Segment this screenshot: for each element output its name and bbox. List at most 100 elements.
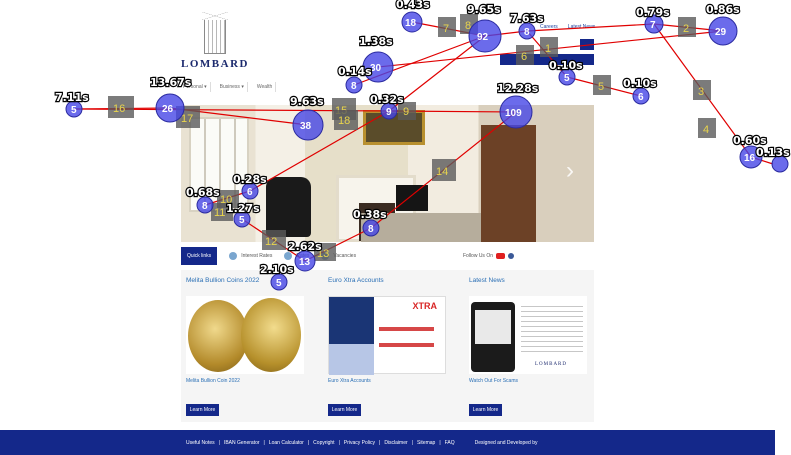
- footer: Useful Notes | IBAN Generator | Loan Calcu…: [0, 430, 775, 455]
- fixation-duration: 1.38s: [359, 35, 393, 48]
- quick-links-bar: Quick links Interest Rates Rates Vacanci…: [181, 247, 594, 265]
- fixation-count: 18: [405, 18, 417, 29]
- nav-personal[interactable]: Personal ▾: [180, 82, 211, 92]
- follow-label: Follow Us On: [462, 253, 493, 259]
- fixation-duration: 9.65s: [467, 3, 501, 16]
- fixation-count: 30: [370, 63, 382, 74]
- nav-latest-news[interactable]: Latest News: [567, 24, 596, 30]
- footer-link[interactable]: Privacy Policy: [343, 439, 376, 446]
- fixation-count: 29: [715, 27, 727, 38]
- saccade-line: [653, 23, 724, 32]
- fixation-count: 5: [71, 105, 77, 116]
- saccade-marker: [693, 80, 711, 100]
- logo-text: LOMBARD: [181, 58, 249, 70]
- euro-xtra-poster[interactable]: XTRA: [328, 296, 446, 375]
- fixation-circle: [644, 14, 664, 34]
- hero-monitor: [396, 185, 428, 211]
- promo-cards: Melita Bullion Coins 2022 Melita Bullion…: [181, 270, 594, 422]
- quick-link-vacancies[interactable]: Vacancies: [321, 252, 356, 260]
- fixation-circle: [518, 22, 536, 40]
- footer-link[interactable]: Useful Notes: [186, 439, 215, 446]
- saccade-line: [750, 156, 774, 165]
- saccade-label: 5: [598, 81, 604, 93]
- person-icon: [321, 252, 330, 260]
- xtra-logo: XTRA: [412, 301, 438, 311]
- poster-brand: LOMBARD: [535, 362, 568, 367]
- saccade-marker: [460, 14, 478, 34]
- hero-carousel[interactable]: ›: [181, 105, 594, 242]
- fixation-circle: [771, 155, 789, 173]
- scam-warning-image[interactable]: LOMBARD: [469, 296, 587, 374]
- card-title[interactable]: Euro Xtra Accounts: [328, 277, 384, 284]
- search-button[interactable]: [580, 39, 594, 50]
- card-caption[interactable]: Euro Xtra Accounts: [328, 378, 371, 384]
- fixation-circle: [155, 93, 185, 123]
- saccade-marker: [438, 17, 456, 37]
- nav-wealth[interactable]: Wealth: [254, 82, 277, 92]
- login-button[interactable]: [500, 54, 594, 65]
- bank-building-icon: [202, 12, 228, 54]
- footer-link[interactable]: Disclaimer: [384, 439, 408, 446]
- learn-more-button[interactable]: Learn More: [469, 404, 502, 416]
- learn-more-button[interactable]: Learn More: [186, 404, 219, 416]
- fixation-count: 7: [650, 20, 656, 31]
- main-nav: Personal ▾ Business ▾ Wealth: [180, 82, 277, 92]
- quick-link-label: Vacancies: [333, 253, 357, 259]
- fixation-circle: [345, 76, 363, 94]
- saccade-label: 2: [683, 23, 689, 35]
- coin-back: [241, 298, 301, 372]
- top-nav: Careers Latest News: [540, 24, 595, 30]
- fixation-count: 16: [744, 153, 756, 164]
- fixation-duration: 0.79s: [636, 6, 670, 19]
- percent-icon: [229, 252, 238, 260]
- learn-more-button[interactable]: Learn More: [328, 404, 361, 416]
- saccade-marker: [698, 118, 716, 138]
- fixation-duration: 0.14s: [338, 65, 372, 78]
- bullion-coins-image[interactable]: [186, 296, 304, 374]
- footer-link[interactable]: Copyright: [313, 439, 335, 446]
- card-caption[interactable]: Melita Bullion Coin 2022: [186, 378, 240, 384]
- facebook-icon[interactable]: [508, 253, 514, 259]
- card-title[interactable]: Melita Bullion Coins 2022: [186, 277, 260, 284]
- card-caption[interactable]: Watch Out For Scams: [469, 378, 518, 384]
- youtube-icon[interactable]: [496, 253, 505, 259]
- footer-sep: |: [439, 439, 441, 446]
- quick-links-label[interactable]: Quick links: [181, 247, 218, 265]
- lombard-logo[interactable]: LOMBARD: [180, 12, 250, 70]
- fixation-duration: 0.43s: [396, 0, 430, 11]
- saccade-label: 16: [113, 103, 125, 115]
- quick-link-interest-rates[interactable]: Interest Rates: [229, 252, 272, 260]
- saccade-line: [566, 76, 642, 97]
- fixation-circle: [401, 11, 423, 33]
- follow-us: Follow Us On: [463, 253, 514, 259]
- saccade-label: 3: [698, 86, 704, 98]
- exchange-icon: [284, 252, 293, 260]
- saccade-label: 4: [703, 124, 709, 136]
- nav-careers[interactable]: Careers: [540, 24, 558, 30]
- carousel-next-icon[interactable]: ›: [566, 157, 574, 184]
- saccade-marker: [678, 17, 696, 37]
- hero-shelf: [481, 125, 536, 242]
- saccade-label: 8: [465, 20, 471, 32]
- fixation-duration: 0.13s: [756, 146, 790, 159]
- saccade-line: [73, 107, 171, 110]
- footer-sep: |: [379, 439, 381, 446]
- footer-link[interactable]: Sitemap: [416, 439, 436, 446]
- fixation-circle: [362, 51, 394, 83]
- hero-desk: [361, 213, 481, 242]
- nav-business[interactable]: Business ▾: [217, 82, 248, 92]
- poster-rate-line: [379, 343, 434, 347]
- hero-window: [189, 117, 249, 212]
- phone-icon: [471, 302, 515, 372]
- saccade-line: [388, 35, 486, 112]
- footer-link[interactable]: FAQ: [444, 439, 455, 446]
- footer-links: Useful Notes | IBAN Generator | Loan Calcu…: [186, 440, 455, 446]
- fixation-duration: 0.60s: [733, 134, 767, 147]
- footer-link[interactable]: Loan Calculator: [268, 439, 304, 446]
- coin-front: [188, 300, 248, 372]
- saccade-marker: [108, 96, 134, 118]
- footer-link[interactable]: IBAN Generator: [223, 439, 260, 446]
- card-euro-xtra: Euro Xtra Accounts XTRA Euro Xtra Accoun…: [323, 270, 447, 422]
- quick-link-rates[interactable]: Rates: [284, 252, 309, 260]
